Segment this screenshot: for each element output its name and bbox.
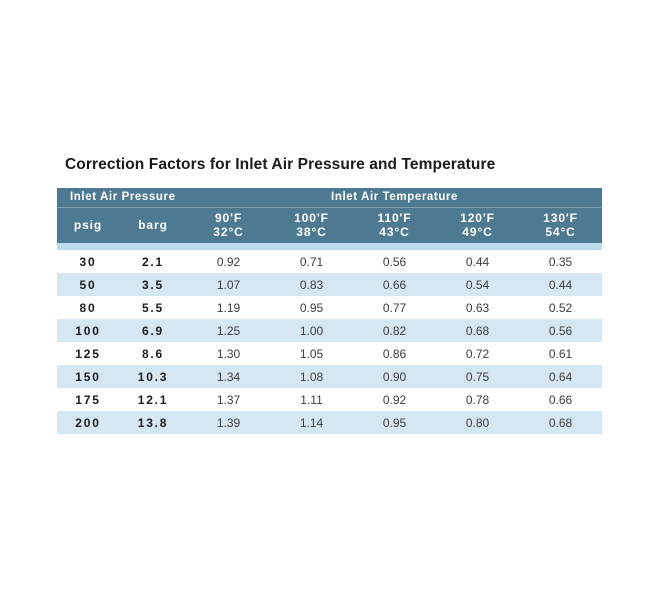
- factor-cell: 0.54: [436, 273, 520, 296]
- factor-cell: 0.52: [519, 296, 603, 319]
- factor-cell: 0.90: [353, 365, 437, 388]
- temp-c-label: 49°C: [462, 225, 493, 240]
- group-header-row: Inlet Air Pressure Inlet Air Temperature: [57, 188, 603, 207]
- psig-cell: 100: [57, 319, 119, 342]
- temp-f-label: 120'F: [460, 210, 495, 225]
- factor-cell: 1.05: [270, 342, 354, 365]
- col-header-barg: barg: [119, 206, 188, 243]
- factor-cell: 1.34: [187, 365, 271, 388]
- factor-cell: 1.19: [187, 296, 271, 319]
- temp-f-label: 90'F: [214, 210, 243, 225]
- barg-cell: 5.5: [119, 296, 188, 319]
- factor-cell: 1.25: [187, 319, 271, 342]
- barg-cell: 2.1: [119, 250, 188, 273]
- psig-cell: 150: [57, 365, 119, 388]
- table-row: 80 5.5 1.19 0.95 0.77 0.63 0.52: [57, 296, 603, 319]
- table-body: 30 2.1 0.92 0.71 0.56 0.44 0.35 50 3.5 1…: [57, 250, 603, 434]
- factor-cell: 0.83: [270, 273, 354, 296]
- factor-cell: 1.14: [270, 411, 354, 434]
- table-row: 100 6.9 1.25 1.00 0.82 0.68 0.56: [57, 319, 603, 342]
- factor-cell: 0.92: [353, 388, 437, 411]
- factor-cell: 0.80: [436, 411, 520, 434]
- barg-cell: 3.5: [119, 273, 188, 296]
- barg-cell: 8.6: [119, 342, 188, 365]
- col-header-120f: 120'F 49°C: [436, 206, 520, 243]
- factor-cell: 1.00: [270, 319, 354, 342]
- psig-cell: 125: [57, 342, 119, 365]
- table-row: 150 10.3 1.34 1.08 0.90 0.75 0.64: [57, 365, 603, 388]
- table-row: 125 8.6 1.30 1.05 0.86 0.72 0.61: [57, 342, 603, 365]
- table-row: 200 13.8 1.39 1.14 0.95 0.80 0.68: [57, 411, 603, 434]
- temp-c-label: 54°C: [545, 225, 576, 240]
- col-header-100f: 100'F 38°C: [270, 206, 354, 243]
- temp-f-label: 110'F: [377, 210, 412, 225]
- factor-cell: 1.11: [270, 388, 354, 411]
- table-header: Inlet Air Pressure Inlet Air Temperature…: [57, 188, 603, 250]
- header-separator-row: [57, 243, 603, 250]
- factor-cell: 0.63: [436, 296, 520, 319]
- correction-factors-table: Inlet Air Pressure Inlet Air Temperature…: [57, 188, 603, 434]
- temp-c-label: 43°C: [379, 225, 410, 240]
- psig-cell: 80: [57, 296, 119, 319]
- factor-cell: 0.82: [353, 319, 437, 342]
- factor-cell: 0.75: [436, 365, 520, 388]
- factor-cell: 0.86: [353, 342, 437, 365]
- factor-cell: 0.95: [353, 411, 437, 434]
- group-header-pressure: Inlet Air Pressure: [57, 188, 188, 207]
- factor-cell: 0.77: [353, 296, 437, 319]
- factor-cell: 0.56: [353, 250, 437, 273]
- factor-cell: 0.95: [270, 296, 354, 319]
- psig-cell: 30: [57, 250, 119, 273]
- header-separator: [57, 243, 603, 250]
- col-header-90f: 90'F 32°C: [187, 206, 271, 243]
- barg-cell: 6.9: [119, 319, 188, 342]
- factor-cell: 0.56: [519, 319, 603, 342]
- psig-cell: 175: [57, 388, 119, 411]
- col-header-110f: 110'F 43°C: [353, 206, 437, 243]
- factor-cell: 0.44: [436, 250, 520, 273]
- barg-cell: 12.1: [119, 388, 188, 411]
- factor-cell: 0.66: [353, 273, 437, 296]
- factor-cell: 1.39: [187, 411, 271, 434]
- factor-cell: 0.61: [519, 342, 603, 365]
- temp-c-label: 32°C: [213, 225, 244, 240]
- factor-cell: 0.72: [436, 342, 520, 365]
- factor-cell: 0.68: [436, 319, 520, 342]
- factor-cell: 0.66: [519, 388, 603, 411]
- barg-cell: 13.8: [119, 411, 188, 434]
- column-header-row: psig barg 90'F 32°C 100'F 38°C 110'F 43°…: [57, 206, 603, 243]
- barg-cell: 10.3: [119, 365, 188, 388]
- temp-f-label: 100'F: [294, 210, 329, 225]
- factor-cell: 0.78: [436, 388, 520, 411]
- table-row: 30 2.1 0.92 0.71 0.56 0.44 0.35: [57, 250, 603, 273]
- psig-cell: 50: [57, 273, 119, 296]
- factor-cell: 0.35: [519, 250, 603, 273]
- factor-cell: 0.44: [519, 273, 603, 296]
- factor-cell: 0.92: [187, 250, 271, 273]
- factor-cell: 0.68: [519, 411, 603, 434]
- table-row: 175 12.1 1.37 1.11 0.92 0.78 0.66: [57, 388, 603, 411]
- factor-cell: 1.37: [187, 388, 271, 411]
- temp-c-label: 38°C: [296, 225, 327, 240]
- factor-cell: 0.71: [270, 250, 354, 273]
- psig-cell: 200: [57, 411, 119, 434]
- factor-cell: 1.30: [187, 342, 271, 365]
- factor-cell: 1.07: [187, 273, 271, 296]
- factor-cell: 1.08: [270, 365, 354, 388]
- page-title: Correction Factors for Inlet Air Pressur…: [65, 156, 496, 173]
- temp-f-label: 130'F: [543, 210, 578, 225]
- col-header-130f: 130'F 54°C: [519, 206, 603, 243]
- factor-cell: 0.64: [519, 365, 603, 388]
- col-header-psig: psig: [57, 206, 119, 243]
- table-row: 50 3.5 1.07 0.83 0.66 0.54 0.44: [57, 273, 603, 296]
- group-header-temperature: Inlet Air Temperature: [187, 188, 603, 207]
